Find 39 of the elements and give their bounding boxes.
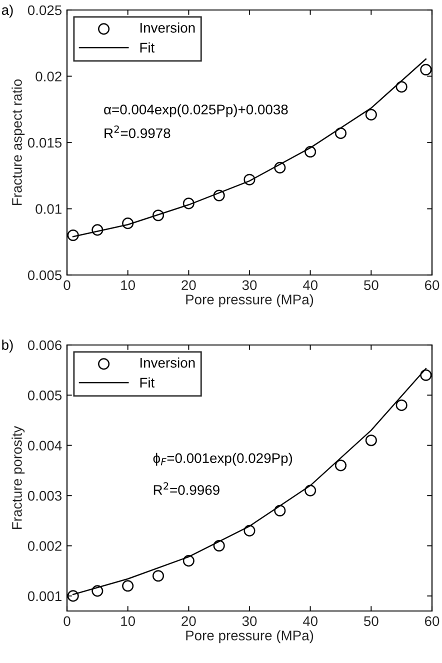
legend-label: Inversion [140,22,195,33]
x-tick-label: 50 [364,280,378,290]
x-tick-label: 60 [424,280,440,290]
y-tick-label: 0.001 [28,591,62,602]
annotation: ϕ$_{F}$=0.001exp(0.029Pp) [153,452,292,466]
y-tick-label: 0.02 [36,72,62,82]
y-tick-label: 0.003 [28,490,62,501]
annotation: R$^{2}$=0.9969 [154,482,220,495]
y-tick-label: 0.002 [28,541,62,551]
y-tick-label: 0.01 [36,204,62,214]
annotation: α=0.004exp(0.025Pp)+0.0038 [104,104,288,118]
x-tick-label: 30 [242,280,257,290]
y-tick-label: 0.025 [28,5,62,16]
text: b) [2,340,13,353]
annotation: R$^{2}$=0.9978 [104,126,170,138]
y-axis-title: Fracture aspect ratio [12,79,25,206]
legend-label: Fit [140,42,155,53]
x-tick-label: 0 [64,616,70,626]
y-tick-label: 0.005 [28,270,62,280]
x-tick-label: 20 [182,280,196,290]
y-tick-label: 0.006 [28,340,62,350]
y-tick-label: 0.015 [28,138,62,148]
y-tick-label: 0.005 [28,390,62,400]
y-axis-title: Fracture porosity [12,426,25,529]
legend-label: Fit [140,377,155,388]
x-tick-label: 40 [302,280,318,290]
y-tick-label: 0.004 [28,440,62,451]
x-tick-label: 30 [242,616,257,626]
x-tick-label: 50 [364,616,378,626]
x-tick-label: 20 [182,616,196,626]
legend-label: Inversion [140,358,195,368]
x-axis-title: Pore pressure (MPa) [186,294,314,308]
x-tick-label: 10 [121,616,136,626]
x-tick-label: 60 [424,616,440,626]
x-tick-label: 10 [121,280,136,290]
text: a) [2,4,13,18]
x-tick-label: 0 [64,280,70,290]
x-axis-title: Pore pressure (MPa) [186,630,314,644]
x-tick-label: 40 [302,616,318,626]
